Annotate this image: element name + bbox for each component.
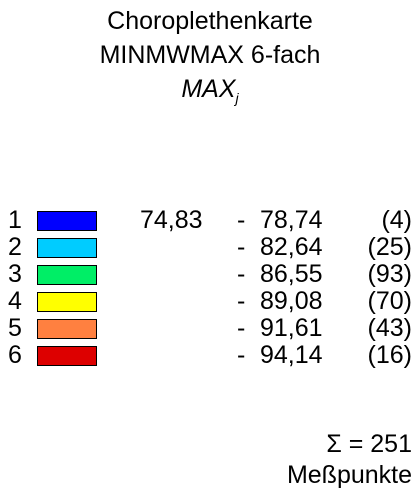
title-line-1: Choroplethenkarte xyxy=(107,7,313,35)
legend-row: 3 -86,55 (93) xyxy=(0,261,420,288)
chart-title: Choroplethenkarte MINMWMAX 6-fach MAXj xyxy=(0,4,420,106)
legend-row: 5 -91,61 (43) xyxy=(0,315,420,342)
class-count: (16) xyxy=(367,341,412,369)
class-range-dash: - xyxy=(237,314,246,342)
class-number: 5 xyxy=(8,314,22,342)
class-color-swatch xyxy=(37,238,97,258)
class-legend: 1 74,83-78,74 (4) 2-82,64 (25) 3-86,55 (93) 4-8… xyxy=(0,207,420,369)
class-upper-bound: 91,61 xyxy=(260,314,323,342)
class-range-dash: - xyxy=(237,233,246,261)
legend-row: 2 -82,64 (25) xyxy=(0,234,420,261)
class-color-swatch xyxy=(37,265,97,285)
class-color-swatch xyxy=(37,319,97,339)
class-number: 3 xyxy=(8,260,22,288)
total-unit: Meßpunkte xyxy=(286,461,412,489)
class-count: (93) xyxy=(367,260,412,288)
class-lower-bound: 74,83 xyxy=(140,206,203,234)
legend-row: 4 -89,08 (70) xyxy=(0,288,420,315)
class-upper-bound: 82,64 xyxy=(260,233,323,261)
title-variable-main: MAX xyxy=(181,75,236,103)
class-range-dash: - xyxy=(237,260,246,288)
class-range-dash: - xyxy=(237,341,246,369)
class-color-swatch xyxy=(37,346,97,366)
class-upper-bound: 94,14 xyxy=(260,341,323,369)
title-line-2: MINMWMAX 6-fach xyxy=(99,41,321,69)
class-number: 6 xyxy=(8,341,22,369)
class-count: (43) xyxy=(367,314,412,342)
class-number: 1 xyxy=(8,206,22,234)
legend-row: 1 74,83 -78,74 (4) xyxy=(0,207,420,234)
class-upper-bound: 78,74 xyxy=(260,206,323,234)
class-upper-bound: 86,55 xyxy=(260,260,323,288)
class-upper-bound: 89,08 xyxy=(260,287,323,315)
legend-row: 6 -94,14 (16) xyxy=(0,342,420,369)
class-number: 4 xyxy=(8,287,22,315)
class-count: (25) xyxy=(367,233,412,261)
class-color-swatch xyxy=(37,292,97,312)
class-range-dash: - xyxy=(237,206,246,234)
class-count: (70) xyxy=(367,287,412,315)
title-variable-subscript: j xyxy=(235,90,239,106)
legend-footer: Σ = 251 Meßpunkte xyxy=(286,430,412,491)
total-count: Σ = 251 xyxy=(326,430,412,458)
class-count: (4) xyxy=(381,206,412,234)
title-variable: MAXj xyxy=(0,72,420,106)
class-range-dash: - xyxy=(237,287,246,315)
class-color-swatch xyxy=(37,211,97,231)
class-number: 2 xyxy=(8,233,22,261)
